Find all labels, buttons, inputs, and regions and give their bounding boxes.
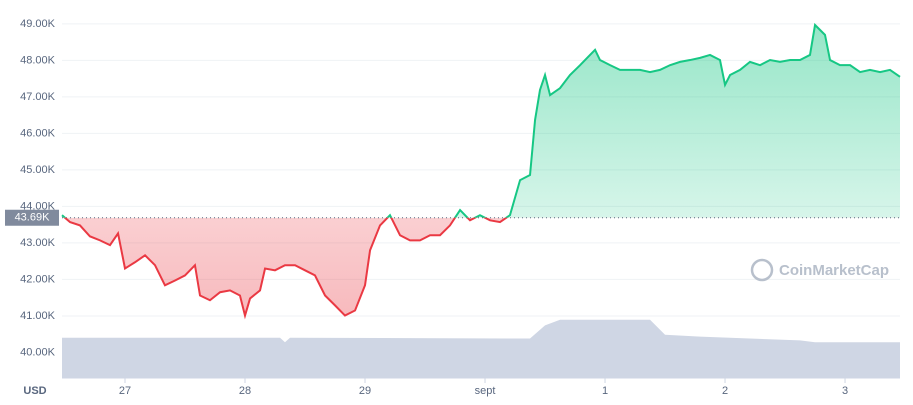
y-tick-label: 41.00K — [20, 310, 56, 322]
x-tick-label: 1 — [602, 385, 608, 397]
x-tick-label: 28 — [239, 385, 251, 397]
y-tick-label: 49.00K — [20, 18, 56, 30]
x-tick-label: 29 — [359, 385, 371, 397]
y-tick-label: 46.00K — [20, 127, 56, 139]
y-tick-label: 40.00K — [20, 346, 56, 358]
y-tick-label: 45.00K — [20, 164, 56, 176]
baseline-label-box — [5, 209, 59, 226]
x-tick-label: 3 — [842, 385, 848, 397]
line-above — [61, 22, 901, 218]
y-tick-label: 47.00K — [20, 91, 56, 103]
line-below — [63, 217, 509, 320]
y-tick-label: 43.00K — [20, 237, 56, 249]
baseline-label: 43.69K — [15, 212, 51, 224]
x-axis-label: USD — [23, 385, 46, 397]
y-tick-label: 48.00K — [20, 54, 56, 66]
area-below — [62, 217, 900, 316]
x-tick-label: 27 — [119, 385, 131, 397]
area-above — [62, 24, 900, 218]
x-tick-label: sept — [475, 385, 496, 397]
x-tick-label: 2 — [722, 385, 728, 397]
watermark: CoinMarketCap — [779, 262, 889, 279]
watermark-logo — [750, 258, 774, 282]
y-tick-label: 44.00K — [20, 200, 56, 212]
y-tick-label: 42.00K — [20, 273, 56, 285]
volume-area — [62, 319, 900, 378]
